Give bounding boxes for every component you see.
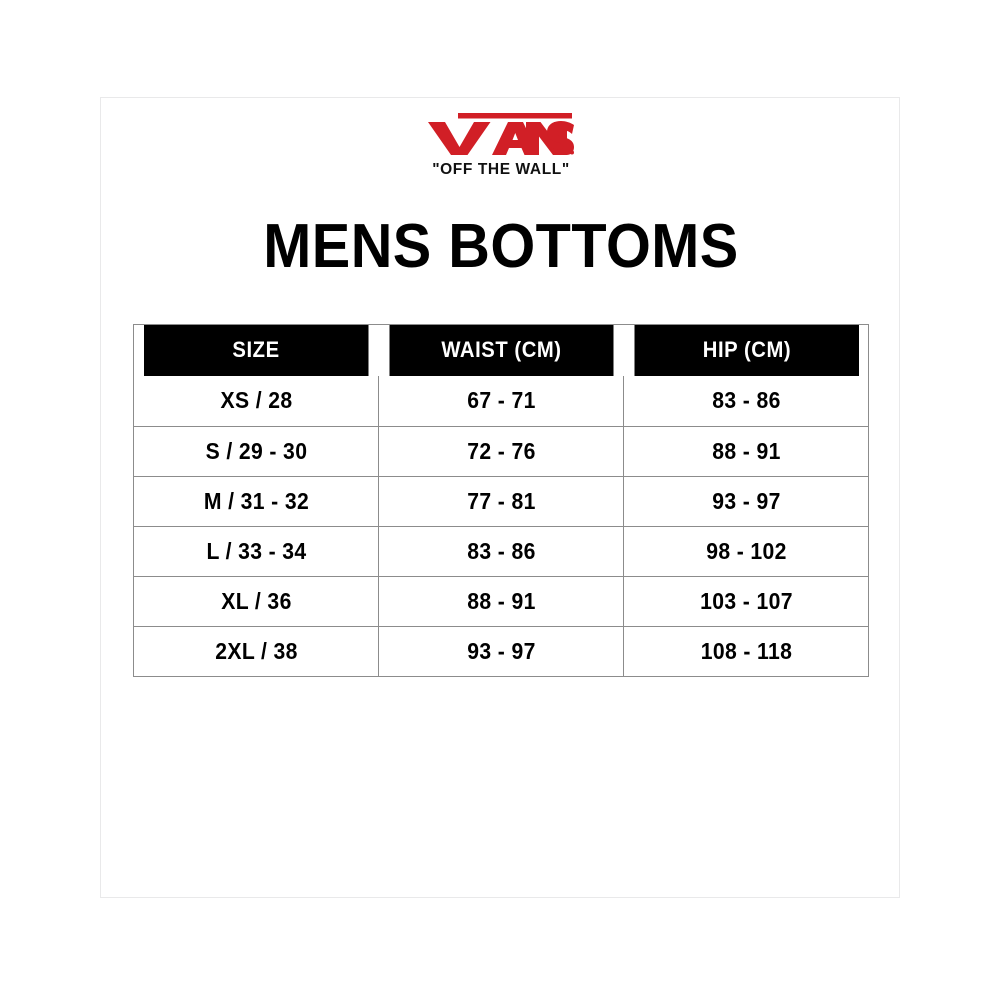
cell-size: XL / 36 — [142, 575, 370, 627]
column-header-waist: WAIST (CM) — [388, 324, 615, 376]
table-body: XS / 28 67 - 71 83 - 86 S / 29 - 30 72 -… — [134, 376, 869, 677]
table-row: XS / 28 67 - 71 83 - 86 — [134, 376, 869, 427]
cell-hip: 93 - 97 — [632, 475, 860, 527]
cell-hip: 103 - 107 — [632, 575, 860, 627]
cell-size: M / 31 - 32 — [142, 475, 370, 527]
cell-waist: 67 - 71 — [387, 376, 615, 427]
table-row: M / 31 - 32 77 - 81 93 - 97 — [134, 475, 869, 527]
cell-size: S / 29 - 30 — [142, 425, 370, 477]
cell-size: L / 33 - 34 — [142, 525, 370, 577]
cell-waist: 72 - 76 — [387, 425, 615, 477]
table-row: XL / 36 88 - 91 103 - 107 — [134, 575, 869, 627]
cell-hip: 83 - 86 — [632, 376, 860, 427]
table-row: 2XL / 38 93 - 97 108 - 118 — [134, 625, 869, 677]
column-header-hip: HIP (CM) — [633, 324, 859, 376]
cell-waist: 93 - 97 — [387, 625, 615, 677]
table-header: SIZE WAIST (CM) HIP (CM) — [134, 324, 869, 376]
cell-waist: 88 - 91 — [387, 575, 615, 627]
vans-logo — [428, 111, 574, 155]
size-chart-card: "OFF THE WALL" MENS BOTTOMS SIZE WAIST (… — [100, 97, 900, 898]
vans-wordmark-icon — [428, 113, 574, 155]
cell-waist: 83 - 86 — [387, 525, 615, 577]
table-header-row: SIZE WAIST (CM) HIP (CM) — [134, 324, 869, 376]
cell-hip: 98 - 102 — [632, 525, 860, 577]
table-row: L / 33 - 34 83 - 86 98 - 102 — [134, 525, 869, 577]
cell-hip: 88 - 91 — [632, 425, 860, 477]
cell-hip: 108 - 118 — [632, 625, 860, 677]
page-title: MENS BOTTOMS — [263, 212, 739, 281]
cell-waist: 77 - 81 — [387, 475, 615, 527]
column-header-size: SIZE — [143, 324, 370, 376]
cell-size: XS / 28 — [142, 376, 370, 427]
size-chart-table: SIZE WAIST (CM) HIP (CM) XS / 28 67 - 71… — [133, 324, 869, 677]
brand-block: "OFF THE WALL" — [101, 111, 901, 178]
table-row: S / 29 - 30 72 - 76 88 - 91 — [134, 425, 869, 477]
cell-size: 2XL / 38 — [142, 625, 370, 677]
brand-tagline: "OFF THE WALL" — [432, 161, 570, 178]
